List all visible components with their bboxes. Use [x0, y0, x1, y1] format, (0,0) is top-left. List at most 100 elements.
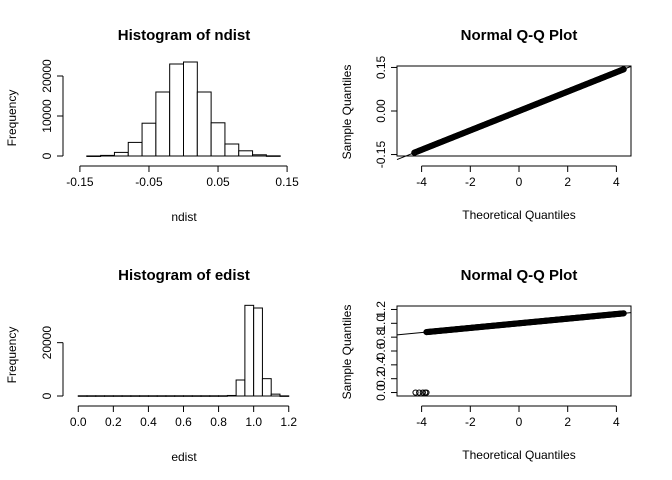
histogram-bar [252, 154, 267, 157]
histogram-bar [218, 395, 228, 397]
panel-qq-ndist: Normal Q-Q Plot Theoretical Quantiles Sa… [340, 27, 632, 222]
sample-point [620, 66, 627, 73]
histogram-bar [210, 122, 226, 157]
y-tick-label: 20000 [40, 59, 54, 93]
x-tick-label: -2 [465, 175, 476, 189]
y-axis: 0 20000 [40, 326, 64, 399]
histogram-bar [121, 395, 132, 397]
y-tick-label: 0.8 [374, 328, 388, 345]
y-axis-label: Frequency [5, 90, 19, 147]
x-tick-label: 0.8 [210, 415, 227, 429]
histogram-bar [155, 91, 171, 157]
histogram-bar [165, 395, 176, 397]
x-tick-label: 0.0 [70, 415, 87, 429]
histogram-bar [95, 395, 106, 397]
histogram-bar [270, 393, 281, 397]
x-tick-label: 4 [613, 415, 620, 429]
x-tick-label: -4 [416, 415, 427, 429]
histogram-bar [191, 395, 202, 397]
x-axis-label: ndist [171, 210, 197, 224]
y-tick-label: 0 [40, 392, 54, 399]
x-axis: -0.15 -0.05 0.05 0.15 [66, 165, 299, 189]
x-tick-label: 0.15 [275, 175, 299, 189]
chart-title: Normal Q-Q Plot [461, 27, 578, 44]
y-tick-label: 10000 [40, 99, 54, 133]
histogram-bar [224, 143, 240, 157]
x-tick-label: 0.05 [206, 175, 230, 189]
x-tick-label: 0.2 [105, 415, 122, 429]
y-axis-label: Frequency [5, 327, 19, 384]
x-tick-label: -2 [465, 415, 476, 429]
x-tick-label: 2 [564, 175, 571, 189]
histogram-bar [261, 378, 272, 397]
histogram-bar [253, 307, 263, 397]
histogram-bar [174, 395, 185, 397]
histogram-bar [139, 395, 149, 397]
y-tick-label: 0.2 [374, 370, 388, 387]
histogram-bar [196, 91, 212, 157]
y-tick-label: 1.2 [374, 301, 388, 318]
histogram-bar [141, 122, 157, 157]
histogram-bar [200, 395, 211, 397]
y-axis: -0.15 0.00 0.15 [374, 55, 398, 169]
y-axis-label: Sample Quantiles [340, 65, 354, 160]
bars [77, 304, 290, 397]
histogram-bar [130, 395, 141, 397]
x-axis-label: edist [171, 450, 197, 464]
panel-histogram-ndist: Histogram of ndist ndist Frequency -0.15… [5, 27, 299, 224]
y-tick-label: 1.0 [374, 315, 388, 332]
y-axis-label: Sample Quantiles [340, 305, 354, 400]
histogram-bar [265, 155, 281, 157]
x-tick-label: 0 [516, 175, 523, 189]
y-tick-label: 0.6 [374, 342, 388, 359]
x-tick-label: -0.15 [66, 175, 94, 189]
outlier-point [419, 389, 426, 396]
sample-points [411, 66, 627, 156]
x-tick-label: 0.6 [175, 415, 192, 429]
histogram-bar [104, 395, 114, 397]
histogram-bar [100, 154, 115, 157]
y-tick-label: 0.00 [374, 99, 388, 123]
outlier-point [412, 389, 419, 396]
x-axis-label: Theoretical Quantiles [462, 208, 575, 222]
x-tick-label: 1.0 [245, 415, 262, 429]
chart-title: Histogram of edist [118, 267, 250, 284]
x-axis: -4 -2 0 2 4 [416, 405, 620, 429]
x-axis: 0.0 0.2 0.4 0.6 0.8 1.0 1.2 [70, 405, 297, 429]
histogram-bar [183, 61, 198, 157]
chart-title: Histogram of ndist [118, 27, 251, 44]
histogram-bar [112, 395, 123, 397]
panel-qq-edist: Normal Q-Q Plot Theoretical Quantiles Sa… [340, 267, 632, 462]
histogram-bar [279, 395, 290, 397]
histogram-bar [226, 394, 237, 397]
histogram-bar [169, 63, 184, 157]
y-tick-label: -0.15 [374, 141, 388, 169]
histogram-bar [127, 141, 143, 157]
qq-reference-line [396, 65, 632, 161]
chart-title: Normal Q-Q Plot [461, 267, 578, 284]
histogram-bar [77, 395, 88, 397]
bars [86, 61, 281, 157]
histogram-bar [147, 395, 158, 397]
histogram-bar [235, 379, 246, 397]
y-tick-label: 0 [40, 152, 54, 159]
y-tick-label: 0.4 [374, 356, 388, 373]
y-tick-label: 0.0 [374, 384, 388, 401]
x-axis: -4 -2 0 2 4 [416, 165, 620, 189]
histogram-bar [244, 304, 255, 397]
histogram-bar [86, 155, 102, 157]
x-tick-label: 4 [613, 175, 620, 189]
outlier-point [416, 389, 423, 396]
y-tick-label: 0.15 [374, 55, 388, 79]
y-tick-label: 20000 [40, 326, 54, 360]
histogram-bar [183, 395, 193, 397]
x-tick-label: 0 [516, 415, 523, 429]
histogram-bar [238, 150, 254, 157]
x-tick-label: -4 [416, 175, 427, 189]
outlier-point [423, 389, 430, 396]
plot-frame [396, 305, 632, 397]
histogram-bar [156, 395, 167, 397]
x-axis-label: Theoretical Quantiles [462, 448, 575, 462]
x-tick-label: 2 [564, 415, 571, 429]
